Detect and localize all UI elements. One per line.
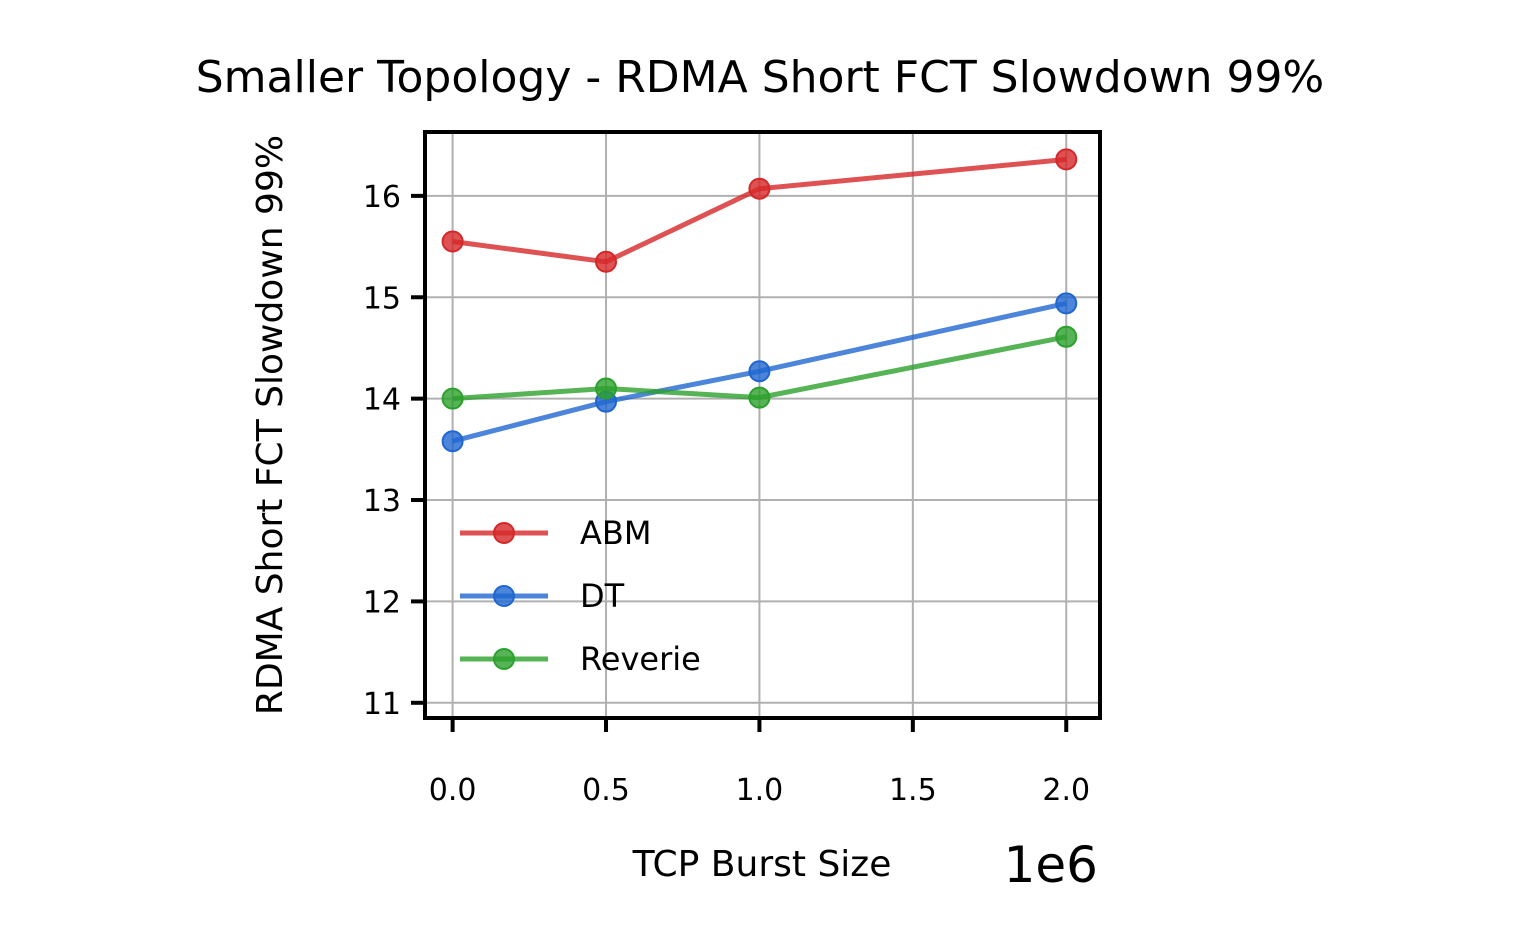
data-point-dt: [1055, 292, 1078, 315]
y-tick-label: 12: [363, 585, 401, 620]
legend-label-abm: ABM: [580, 514, 651, 552]
x-tick-label: 1.0: [736, 773, 784, 808]
series-line-abm: [452, 156, 1067, 265]
data-point-reverie: [1055, 325, 1078, 348]
data-point-abm: [441, 230, 464, 253]
y-tick-label: 13: [363, 484, 401, 519]
grid: [425, 132, 1100, 718]
legend-marker-dt: [493, 585, 515, 607]
data-point-reverie: [441, 387, 464, 410]
data-point-reverie: [595, 377, 618, 400]
data-point-dt: [441, 430, 464, 453]
series-layer: [441, 148, 1078, 453]
axis-ticks: 0.0 0.5 1.0 1.5 2.0 11 12 13 14 15 16: [363, 180, 1090, 808]
y-tick-label: 11: [363, 687, 401, 722]
data-point-dt: [748, 360, 771, 383]
y-tick-label: 16: [363, 180, 401, 215]
y-tick-label: 14: [363, 383, 401, 418]
y-axis-label: RDMA Short FCT Slowdown 99%: [250, 135, 291, 715]
data-point-abm: [595, 250, 618, 273]
legend-label-dt: DT: [580, 577, 625, 615]
legend-marker-abm: [493, 522, 515, 544]
series-line-dt: [451, 300, 1067, 444]
x-tick-label: 1.5: [889, 773, 937, 808]
chart-title: Smaller Topology - RDMA Short FCT Slowdo…: [196, 52, 1325, 103]
legend-label-reverie: Reverie: [580, 640, 701, 678]
x-axis-label: TCP Burst Size: [632, 844, 892, 885]
data-point-abm: [1055, 148, 1078, 171]
series-line-reverie: [452, 334, 1067, 402]
x-tick-label: 0.5: [582, 773, 630, 808]
data-point-reverie: [748, 386, 771, 409]
y-tick-label: 15: [363, 281, 401, 316]
x-tick-label: 0.0: [429, 773, 477, 808]
data-point-abm: [748, 177, 771, 200]
x-tick-label: 2.0: [1042, 773, 1090, 808]
x-axis-offset-label: 1e6: [1004, 836, 1098, 894]
legend: ABM DT Reverie: [460, 514, 701, 678]
plot-frame: [423, 130, 1102, 720]
legend-marker-reverie: [493, 648, 515, 670]
